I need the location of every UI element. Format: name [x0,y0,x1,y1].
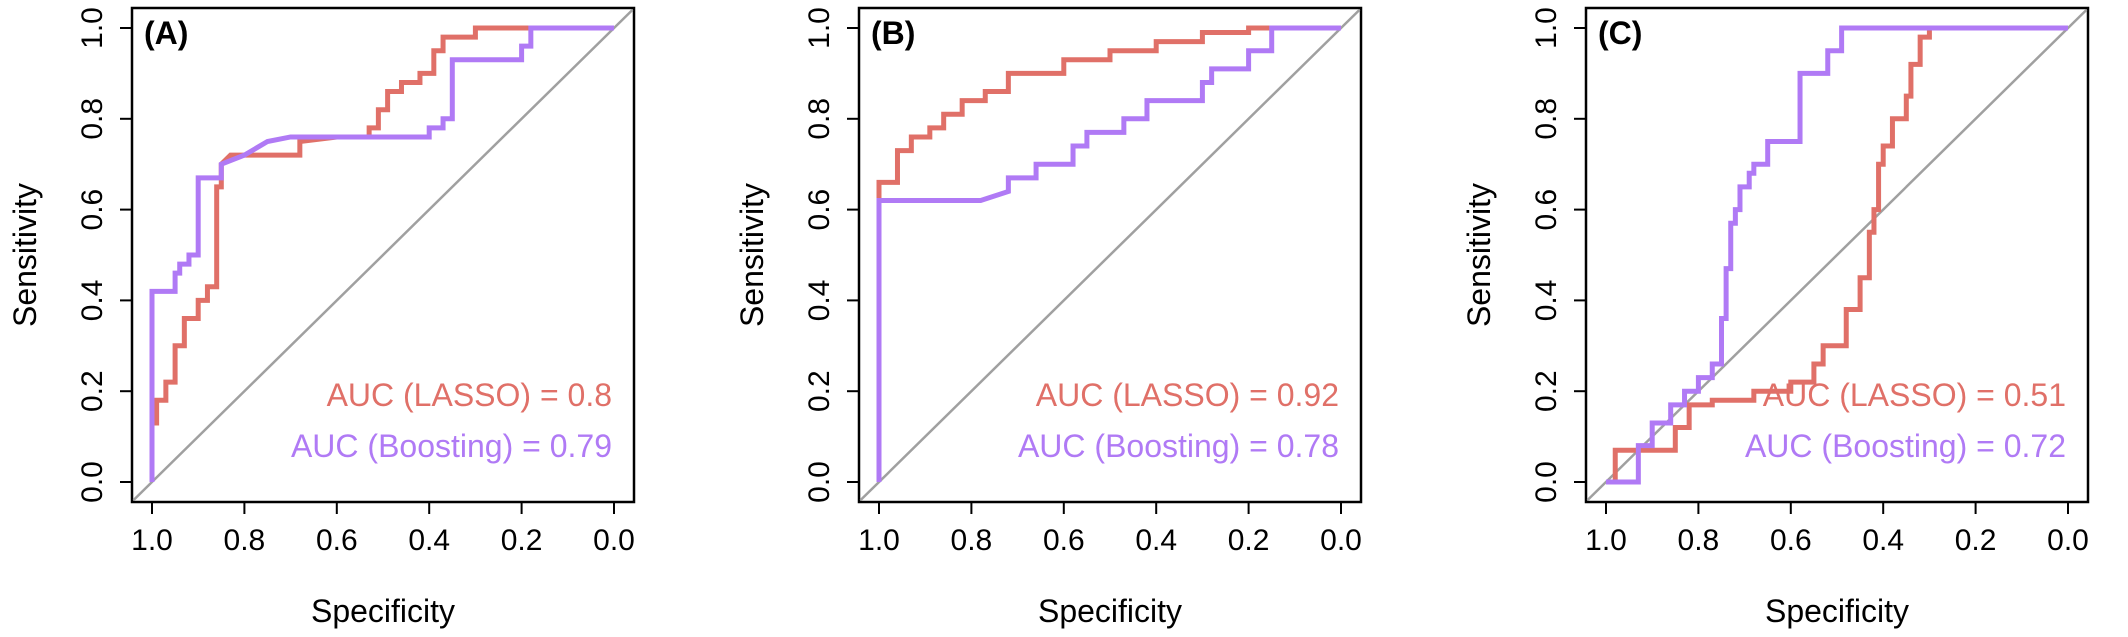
y-tick-label: 0.2 [1530,370,1563,412]
x-tick-label: 1.0 [131,524,173,557]
y-tick-label: 1.0 [1530,7,1563,49]
auc-label-lasso: AUC (LASSO) = 0.51 [1763,377,2066,413]
auc-label-boosting: AUC (Boosting) = 0.72 [1745,428,2066,464]
y-tick-label: 0.2 [76,370,109,412]
x-tick-label: 0.0 [593,524,635,557]
x-tick-label: 0.8 [1678,524,1720,557]
y-axis-title: Sensitivity [1461,183,1497,327]
x-tick-label: 0.6 [1043,524,1085,557]
y-tick-label: 0.4 [1530,280,1563,322]
x-tick-label: 0.0 [2047,524,2089,557]
y-tick-label: 0.0 [803,461,836,503]
panel-label: (B) [871,15,915,51]
plot-frame [857,6,1363,504]
auc-label-boosting: AUC (Boosting) = 0.79 [291,428,612,464]
y-axis-title: Sensitivity [7,183,43,327]
x-tick-label: 0.4 [1862,524,1904,557]
x-tick-label: 0.6 [1770,524,1812,557]
x-tick-label: 0.4 [408,524,450,557]
y-tick-label: 0.4 [803,280,836,322]
x-tick-label: 0.8 [224,524,266,557]
x-tick-label: 0.2 [1228,524,1270,557]
x-tick-label: 0.0 [1320,524,1362,557]
auc-label-lasso: AUC (LASSO) = 0.8 [327,377,612,413]
y-tick-label: 0.6 [76,189,109,231]
x-tick-label: 0.2 [1955,524,1997,557]
x-tick-label: 0.8 [951,524,993,557]
plot-frame [1584,6,2090,504]
x-axis-title: Specificity [1765,593,1909,629]
reference-diagonal [132,8,634,502]
y-tick-label: 0.0 [76,461,109,503]
reference-diagonal [1586,8,2088,502]
y-axis-title: Sensitivity [734,183,770,327]
plot-frame [130,6,636,504]
x-tick-label: 1.0 [1585,524,1627,557]
roc-curve-boosting [876,25,1341,482]
x-axis-title: Specificity [311,593,455,629]
panel-label: (A) [144,15,188,51]
x-tick-label: 0.6 [316,524,358,557]
roc-panel-1: 1.0 0.8 0.6 0.4 0.2 0.0 0.0 0.2 0.4 0.6 0.8 1.0 Spec… [7,6,636,629]
y-tick-label: 0.8 [1530,98,1563,140]
x-tick-label: 0.2 [501,524,543,557]
roc-curve-boosting [149,25,614,482]
y-tick-label: 0.0 [1530,461,1563,503]
auc-label-lasso: AUC (LASSO) = 0.92 [1036,377,1339,413]
roc-curve-lasso [876,25,1341,482]
x-tick-label: 1.0 [858,524,900,557]
roc-panel-3: 1.0 0.8 0.6 0.4 0.2 0.0 0.0 0.2 0.4 0.6 0.8 1.0 Spec… [1461,6,2090,629]
auc-label-boosting: AUC (Boosting) = 0.78 [1018,428,1339,464]
y-tick-label: 0.2 [803,370,836,412]
roc-curve-lasso [149,25,614,482]
y-tick-label: 1.0 [803,7,836,49]
x-axis-title: Specificity [1038,593,1182,629]
y-tick-label: 0.4 [76,280,109,322]
y-tick-label: 0.8 [803,98,836,140]
y-tick-label: 1.0 [76,7,109,49]
y-tick-label: 0.8 [76,98,109,140]
reference-diagonal [859,8,1361,502]
panel-label: (C) [1598,15,1642,51]
y-tick-label: 0.6 [803,189,836,231]
roc-panel-2: 1.0 0.8 0.6 0.4 0.2 0.0 0.0 0.2 0.4 0.6 0.8 1.0 Spec… [734,6,1363,629]
roc-curve-lasso [1606,25,2068,485]
roc-curve-boosting [1606,25,2068,485]
x-tick-label: 0.4 [1135,524,1177,557]
y-tick-label: 0.6 [1530,189,1563,231]
